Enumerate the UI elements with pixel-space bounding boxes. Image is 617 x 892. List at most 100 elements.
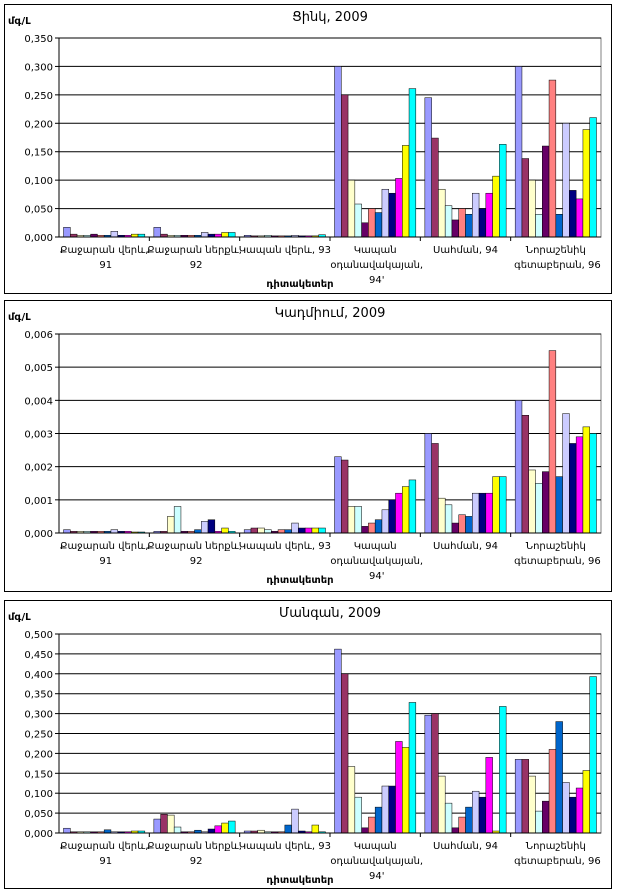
bar [347,179,356,238]
bar [589,676,597,834]
bar [548,749,557,834]
bar [485,192,493,238]
bar [478,208,487,238]
bar [499,144,507,238]
bar [528,469,536,534]
bar [499,476,507,534]
bar [160,814,168,834]
y-tick-label: 0,000 [24,529,53,540]
bar [341,459,349,534]
bar [458,816,466,834]
bar [374,806,383,834]
bar [201,232,209,238]
chart-title: Ցինկ, 2009 [292,10,368,25]
bar [438,497,446,534]
bar [465,214,473,238]
bar [575,436,584,534]
bar [485,757,493,834]
bar [521,759,529,834]
bar [63,827,71,834]
bar [304,527,313,534]
y-tick-label: 0,150 [24,148,53,159]
bar [341,94,349,238]
y-tick-label: 0,300 [24,710,53,721]
bar [408,702,417,834]
bar [110,231,118,238]
bar [575,198,584,238]
bar [528,775,536,834]
x-tick-label: Քաջարան վերև, 91 [60,245,149,271]
bar [311,527,319,534]
bar [361,526,369,534]
bar [548,350,557,534]
bar [485,492,493,534]
y-tick-label: 0,050 [24,809,53,820]
x-tick-label: Նորաշենիկ գետաբերան, 96 [511,541,601,567]
bar [492,175,500,238]
x-tick-label: Կապան վերև, 93 [239,841,331,852]
bar [388,192,396,238]
x-tick-label: Նորաշենիկ գետաբերան, 96 [511,245,601,271]
bar [201,521,209,534]
y-tick-label: 0,005 [24,363,53,374]
bar [368,208,376,238]
y-tick-label: 0,000 [24,233,53,244]
y-axis-label: մգ/Լ [8,16,31,27]
bar [167,814,175,834]
bar [334,456,342,534]
bar [408,479,417,534]
y-tick-label: 0,100 [24,789,53,800]
y-tick-label: 0,350 [24,34,53,45]
bar [431,137,439,238]
bar [173,506,182,534]
bar [354,796,362,834]
y-tick-label: 0,001 [24,496,53,507]
x-tick-label: Քաջարան վերև, 91 [60,541,149,567]
bar [228,232,236,238]
bar [374,519,383,534]
bar [514,759,523,834]
bar [575,787,584,834]
y-tick-label: 0,000 [24,829,53,840]
bar [63,227,71,238]
bar [555,721,563,834]
bar [381,509,389,534]
bar [173,826,182,834]
bar [582,770,590,834]
bar [388,785,396,834]
bar [514,66,523,238]
y-axis-label: մգ/Լ [8,312,31,323]
x-tick-label: Նորաշենիկ գետաբերան, 96 [511,841,601,867]
bar [395,492,403,534]
bar [465,806,473,834]
chart-title: Կադմիում, 2009 [275,306,386,321]
x-tick-label: Կապան վերև, 93 [239,541,331,552]
bar [221,232,229,238]
bar [431,713,439,834]
bar [361,222,369,238]
bar [381,188,389,238]
y-tick-label: 0,200 [24,119,53,130]
bar [438,188,446,238]
x-tick-label: Սահման, 94 [433,841,498,852]
bar [361,827,369,834]
y-tick-label: 0,150 [24,769,53,780]
bar [381,785,389,834]
bar [535,214,543,238]
bar [402,486,410,534]
bar [284,824,292,834]
bar [221,822,229,834]
bar [291,808,299,834]
bar [478,796,487,834]
bar [402,747,410,834]
x-tick-label: Սահման, 94 [433,245,498,256]
bar [569,796,577,834]
bar [311,824,319,834]
bar [374,212,383,238]
bar [555,476,563,534]
bar [528,179,536,238]
bar [444,802,453,834]
bar [465,516,473,534]
y-tick-label: 0,400 [24,670,53,681]
bar [298,527,306,534]
